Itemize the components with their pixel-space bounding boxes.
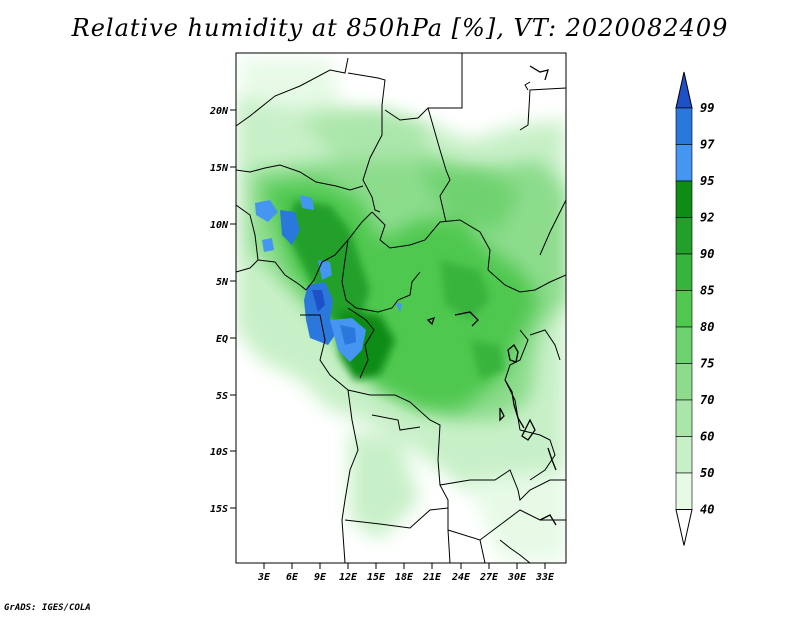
chart-title: Relative humidity at 850hPa [%], VT: 202… (71, 14, 729, 42)
lat-label: 5S (216, 391, 228, 402)
colorbar-bottom-arrow (675, 509, 693, 546)
colorbar-segment (675, 326, 693, 364)
lat-label: 10N (210, 220, 229, 231)
colorbar-top-arrow (675, 71, 693, 109)
lon-label: 18E (395, 572, 414, 583)
map-frame (235, 52, 567, 564)
country-borders (236, 53, 566, 563)
colorbar-label: 97 (700, 138, 715, 152)
latitude-axis (230, 109, 236, 509)
colorbar-segment (675, 290, 693, 328)
colorbar-segment (675, 399, 693, 437)
lon-label: 6E (286, 572, 299, 583)
colorbar-label: 85 (700, 284, 714, 298)
colorbar-label: 75 (700, 357, 714, 371)
colorbar: 99 97 95 92 90 85 80 75 70 60 50 40 (675, 71, 715, 546)
lat-label: 20N (209, 106, 229, 117)
lon-label: 30E (507, 572, 527, 583)
lat-label: 10S (210, 447, 228, 458)
colorbar-segment (675, 217, 693, 255)
colorbar-segment (675, 436, 693, 474)
colorbar-label: 90 (700, 247, 714, 261)
colorbar-segment (675, 253, 693, 291)
grads-credit: GrADS: IGES/COLA (4, 603, 91, 613)
colorbar-label: 95 (700, 174, 714, 188)
lon-label: 15E (367, 572, 386, 583)
blue-patches (255, 195, 402, 362)
colorbar-segment (675, 107, 693, 145)
colorbar-label: 50 (700, 466, 714, 480)
colorbar-label: 99 (700, 101, 714, 115)
colorbar-segment (675, 180, 693, 218)
colorbar-label: 92 (700, 211, 714, 225)
lon-label: 12E (339, 572, 358, 583)
lat-label: 15S (210, 504, 228, 515)
lon-label: 9E (314, 572, 327, 583)
colorbar-label: 60 (700, 430, 714, 444)
lon-label: 33E (535, 572, 555, 583)
colorbar-segment (675, 144, 693, 182)
colorbar-segment (675, 363, 693, 401)
lon-label: 24E (451, 572, 471, 583)
lat-label: 5N (216, 277, 229, 288)
lon-label: 21E (422, 572, 442, 583)
colorbar-label: 40 (700, 503, 714, 517)
longitude-axis (263, 563, 546, 569)
lat-label: 15N (210, 163, 229, 174)
lon-label: 3E (257, 572, 271, 583)
lon-label: 27E (479, 572, 499, 583)
colorbar-segment (675, 472, 693, 510)
lat-label: EQ (216, 334, 228, 345)
humidity-field (236, 53, 566, 563)
lakes (426, 65, 557, 526)
colorbar-label: 80 (700, 320, 714, 334)
colorbar-label: 70 (700, 393, 714, 407)
